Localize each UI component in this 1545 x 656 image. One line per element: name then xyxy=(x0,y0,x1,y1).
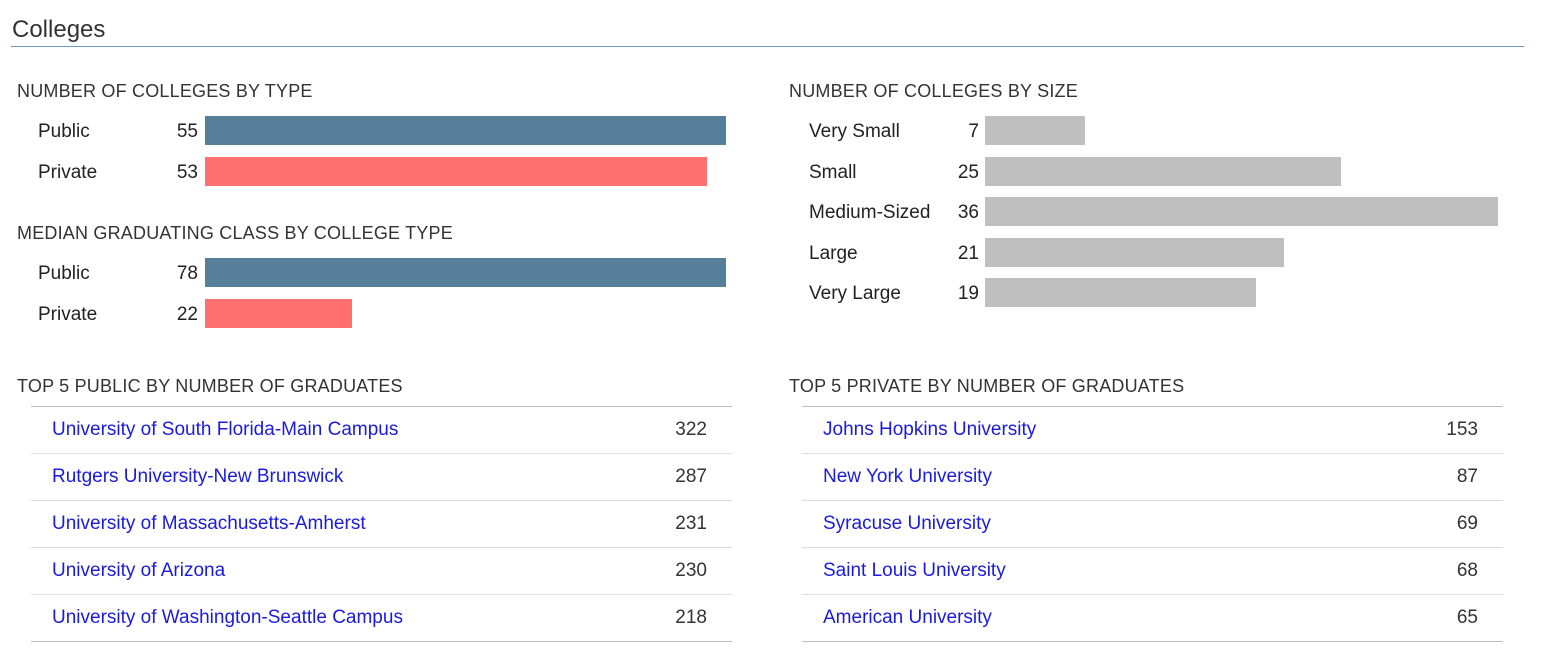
bar-row-private: Private 53 xyxy=(38,157,738,187)
graduates-count: 68 xyxy=(1456,560,1478,581)
bar xyxy=(205,157,707,186)
bar-value: 36 xyxy=(957,202,979,223)
college-link[interactable]: New York University xyxy=(823,466,992,487)
bar-label: Private xyxy=(38,162,98,183)
bar-label: Very Small xyxy=(809,121,900,142)
bar xyxy=(205,116,726,145)
by-type-title: NUMBER OF COLLEGES BY TYPE xyxy=(17,81,313,101)
bar-value: 22 xyxy=(176,304,198,325)
graduates-count: 231 xyxy=(675,513,707,534)
bar xyxy=(205,299,352,328)
table-row: American University 65 xyxy=(802,595,1503,642)
table-row: Saint Louis University 68 xyxy=(802,548,1503,595)
bar-value: 78 xyxy=(176,263,198,284)
bar-label: Small xyxy=(809,162,857,183)
graduates-count: 87 xyxy=(1456,466,1478,487)
bar-value: 21 xyxy=(957,243,979,264)
bar-value: 19 xyxy=(957,283,979,304)
bar-row-public: Public 55 xyxy=(38,116,738,146)
bar-label: Very Large xyxy=(809,283,901,304)
bar-label: Private xyxy=(38,304,98,325)
bar xyxy=(985,116,1085,145)
bar-value: 55 xyxy=(176,121,198,142)
bar-label: Large xyxy=(809,243,858,264)
bar-row-large: Large 21 xyxy=(809,238,1509,268)
graduates-count: 69 xyxy=(1456,513,1478,534)
top-public-table: University of South Florida-Main Campus … xyxy=(31,406,732,642)
bar xyxy=(985,238,1284,267)
graduates-count: 153 xyxy=(1446,419,1478,440)
table-row: Johns Hopkins University 153 xyxy=(802,407,1503,454)
bar xyxy=(985,157,1341,186)
table-row: Syracuse University 69 xyxy=(802,501,1503,548)
graduates-count: 65 xyxy=(1456,607,1478,628)
bar xyxy=(205,258,726,287)
college-link[interactable]: Johns Hopkins University xyxy=(823,419,1037,440)
college-link[interactable]: University of Washington-Seattle Campus xyxy=(52,607,403,628)
graduates-count: 230 xyxy=(675,560,707,581)
table-row: Rutgers University-New Brunswick 287 xyxy=(31,454,732,501)
bar-row-medium-sized: Medium-Sized 36 xyxy=(809,197,1509,227)
table-row: University of South Florida-Main Campus … xyxy=(31,407,732,454)
median-class-title: MEDIAN GRADUATING CLASS BY COLLEGE TYPE xyxy=(17,223,453,243)
college-link[interactable]: American University xyxy=(823,607,992,628)
graduates-count: 287 xyxy=(675,466,707,487)
college-link[interactable]: University of Massachusetts-Amherst xyxy=(52,513,366,534)
college-link[interactable]: Rutgers University-New Brunswick xyxy=(52,466,344,487)
bar-value: 7 xyxy=(968,121,979,142)
bar-row-very-large: Very Large 19 xyxy=(809,278,1509,308)
bar-value: 53 xyxy=(176,162,198,183)
top-private-table: Johns Hopkins University 153 New York Un… xyxy=(802,406,1503,642)
bar xyxy=(985,197,1498,226)
college-link[interactable]: Syracuse University xyxy=(823,513,991,534)
top-private-title: TOP 5 PRIVATE BY NUMBER OF GRADUATES xyxy=(789,376,1185,396)
college-link[interactable]: University of South Florida-Main Campus xyxy=(52,419,399,440)
bar-row-very-small: Very Small 7 xyxy=(809,116,1509,146)
title-divider xyxy=(11,46,1524,47)
bar-label: Medium-Sized xyxy=(809,202,931,223)
bar xyxy=(985,278,1256,307)
page-title: Colleges xyxy=(12,16,106,43)
college-link[interactable]: University of Arizona xyxy=(52,560,226,581)
bar-row-private: Private 22 xyxy=(38,299,738,329)
table-row: University of Washington-Seattle Campus … xyxy=(31,595,732,642)
table-row: University of Arizona 230 xyxy=(31,548,732,595)
bar-row-small: Small 25 xyxy=(809,157,1509,187)
top-public-title: TOP 5 PUBLIC BY NUMBER OF GRADUATES xyxy=(17,376,403,396)
bar-row-public: Public 78 xyxy=(38,258,738,288)
graduates-count: 322 xyxy=(675,419,707,440)
bar-value: 25 xyxy=(957,162,979,183)
college-link[interactable]: Saint Louis University xyxy=(823,560,1006,581)
by-size-title: NUMBER OF COLLEGES BY SIZE xyxy=(789,81,1078,101)
table-row: New York University 87 xyxy=(802,454,1503,501)
bar-label: Public xyxy=(38,121,90,142)
bar-label: Public xyxy=(38,263,90,284)
graduates-count: 218 xyxy=(675,607,707,628)
table-row: University of Massachusetts-Amherst 231 xyxy=(31,501,732,548)
